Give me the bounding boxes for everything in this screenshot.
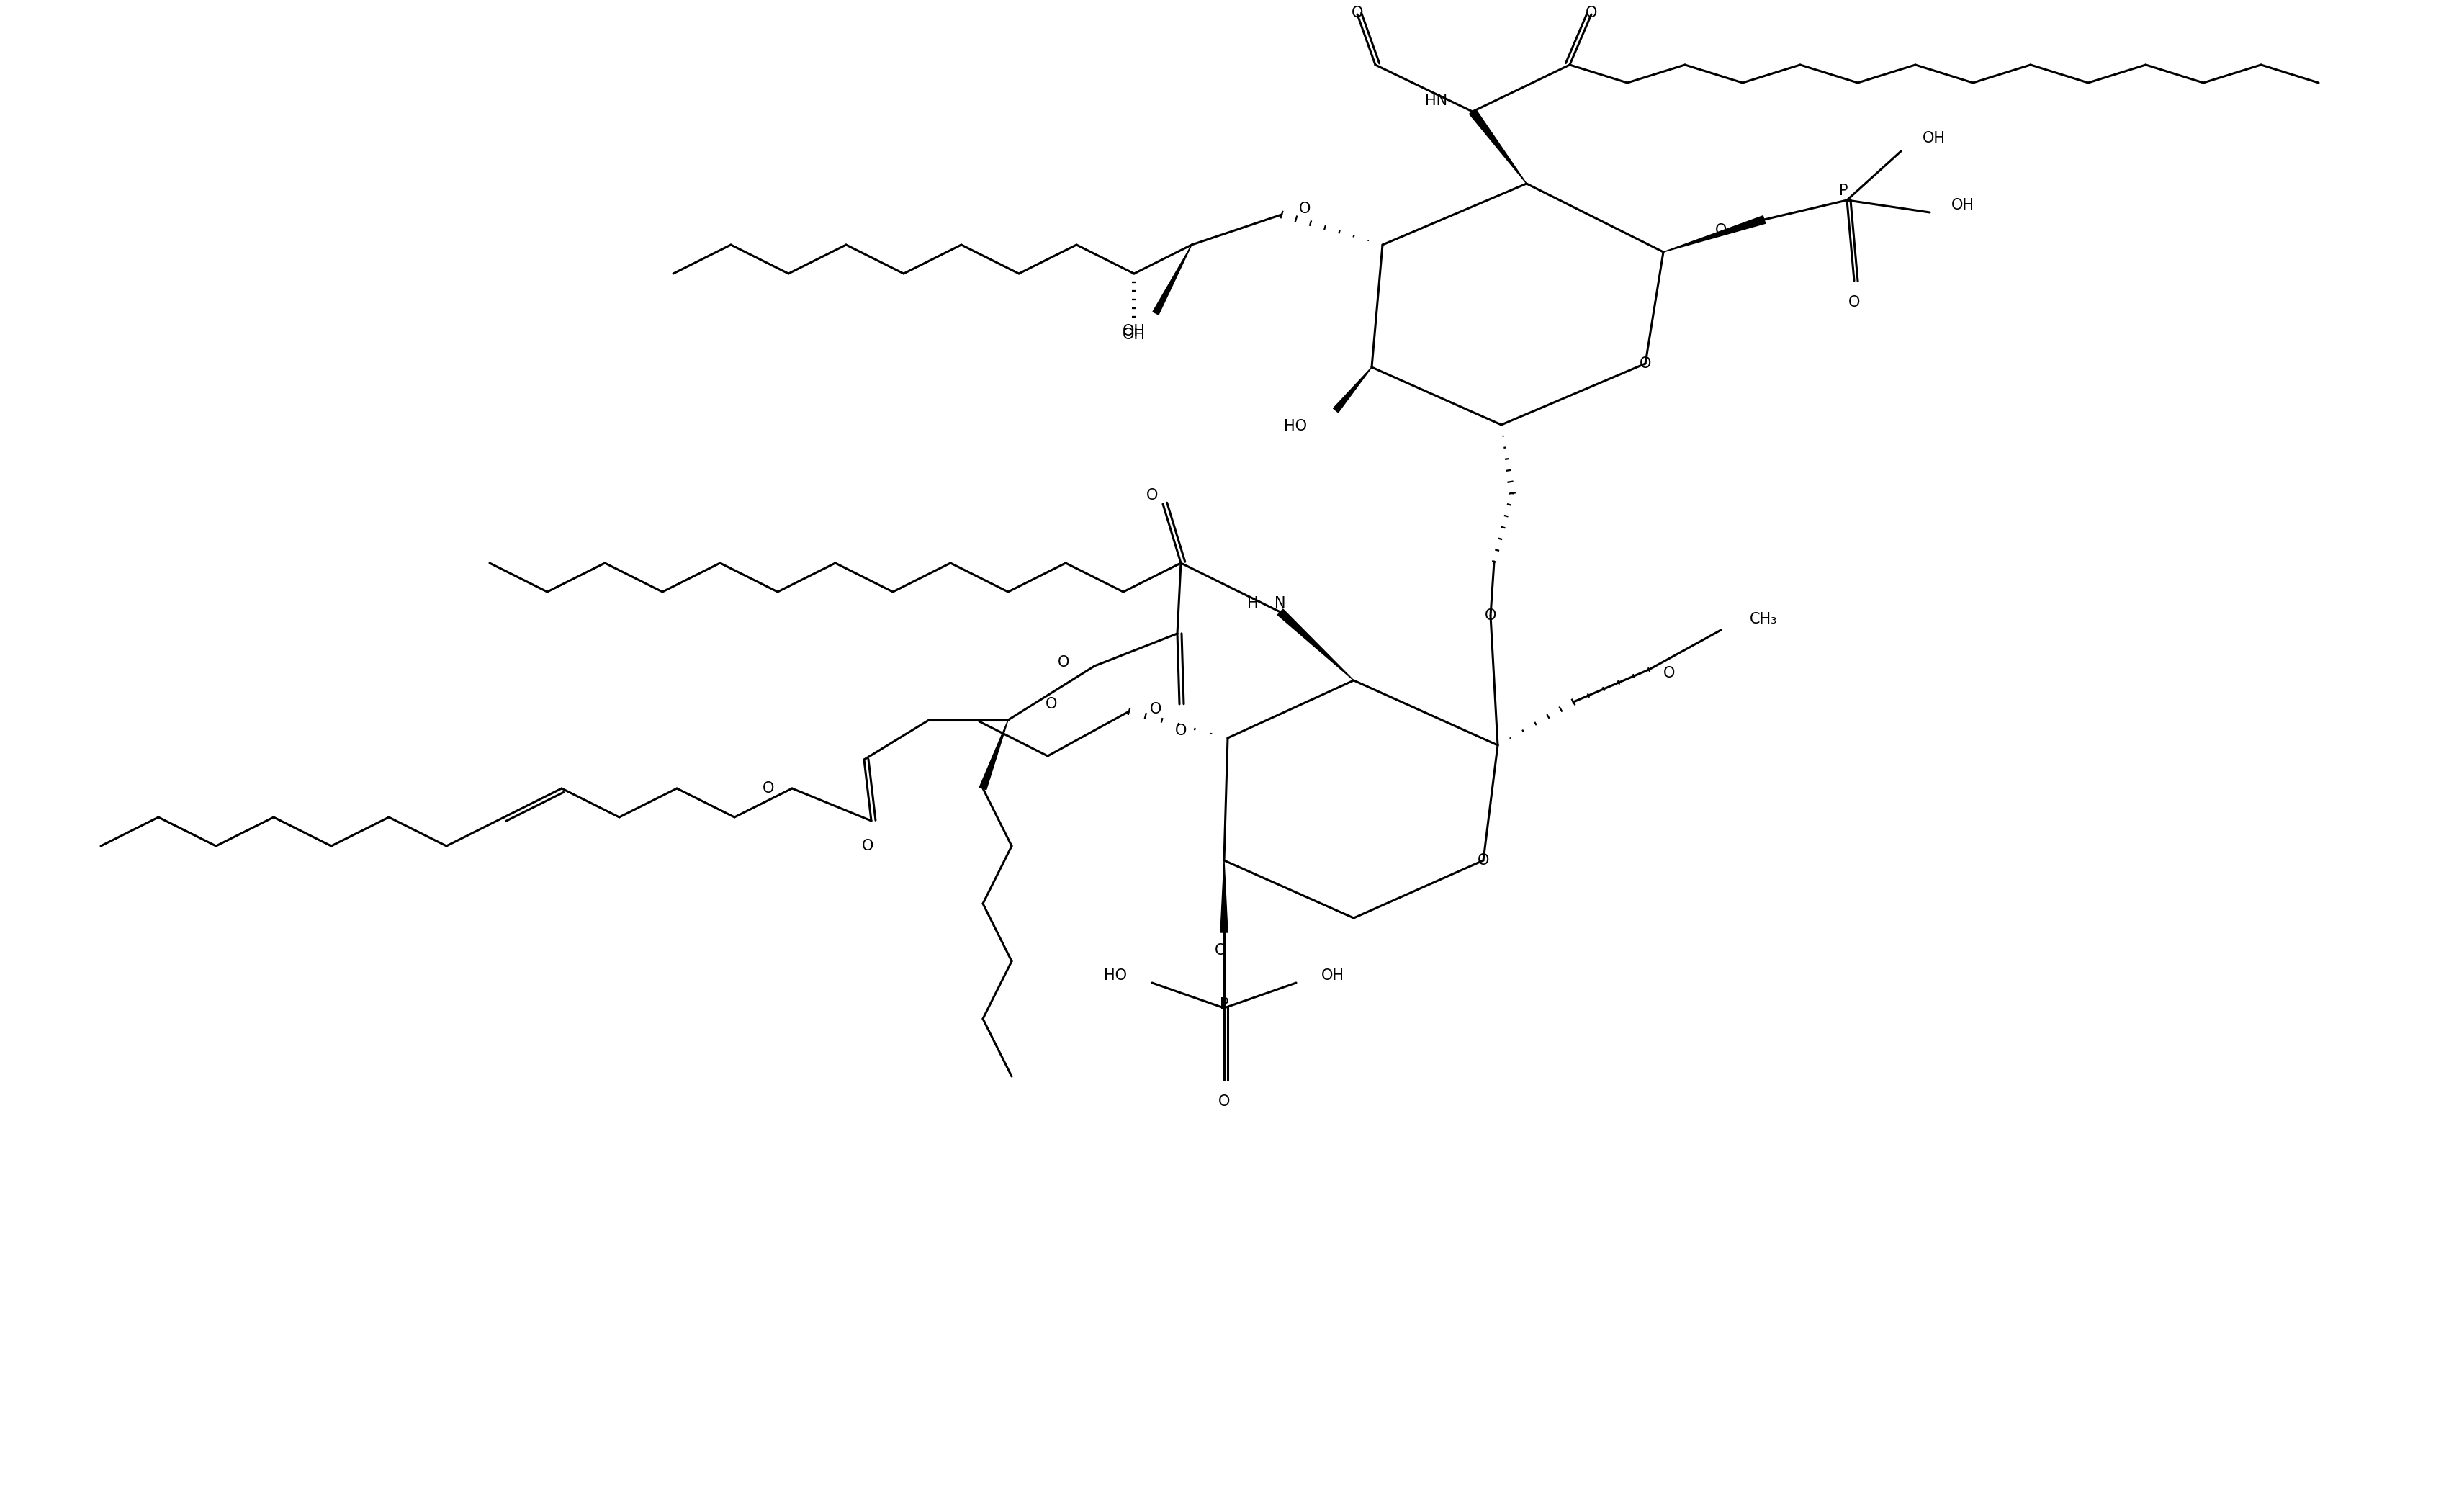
Text: OH: OH [1921,132,1945,145]
Text: N: N [1274,596,1286,611]
Text: HN: HN [1426,94,1448,107]
Polygon shape [1152,245,1191,314]
Text: O: O [1299,201,1311,216]
Text: O: O [1714,224,1726,237]
Text: P: P [1218,998,1228,1012]
Polygon shape [1220,860,1228,933]
Text: P: P [1838,183,1848,198]
Text: HO: HO [1103,968,1128,983]
Text: O: O [1662,665,1675,680]
Text: O: O [1045,697,1057,711]
Text: O: O [762,782,774,795]
Text: CH₃: CH₃ [1750,612,1777,626]
Text: O: O [1057,655,1069,670]
Polygon shape [1333,367,1372,413]
Text: OH: OH [1123,324,1145,339]
Polygon shape [1469,109,1526,183]
Text: O: O [1145,488,1157,502]
Text: O: O [1638,357,1650,370]
Polygon shape [979,720,1008,789]
Text: O: O [1484,608,1496,623]
Text: O: O [862,839,874,853]
Text: O: O [1213,943,1225,957]
Text: O: O [1350,6,1362,20]
Text: O: O [1584,6,1596,20]
Text: HO: HO [1284,419,1306,434]
Text: OH: OH [1321,968,1345,983]
Text: H: H [1247,596,1257,611]
Text: O: O [1848,295,1860,310]
Text: O: O [1174,724,1186,738]
Text: OH: OH [1950,198,1975,212]
Text: O: O [1150,702,1162,717]
Polygon shape [1277,609,1352,680]
Text: O: O [1477,853,1489,868]
Polygon shape [1662,216,1765,253]
Text: OH: OH [1123,328,1145,342]
Text: O: O [1218,1095,1230,1108]
